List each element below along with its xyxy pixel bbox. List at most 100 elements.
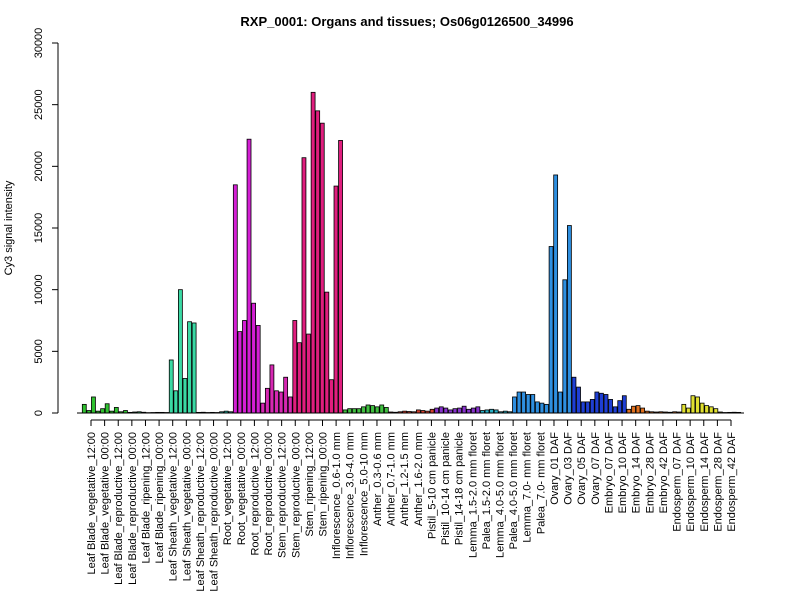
bar [283,376,289,414]
bar [626,408,632,414]
x-tick-label: Root_vegetative_00:00 [236,432,248,545]
x-tick-label: Endosperm_14 DAF [699,432,711,532]
bar [635,405,641,414]
bar [690,395,696,414]
y-tick-label: 5000 [33,339,45,363]
x-tick-label: Root_reproductive_12:00 [249,432,261,556]
bar [516,391,522,414]
bar [640,407,645,414]
bar [708,406,714,414]
x-tick-label: Leaf Blade_vegetative_12:00 [86,432,98,575]
bar [704,405,710,414]
bars-layer [81,91,742,414]
bar [191,322,197,414]
x-tick-label: Stem_reproductive_00:00 [290,432,302,558]
x-tick-label: Embryo_10 DAF [617,432,629,514]
bar [525,394,531,414]
x-tick-label: Leaf Sheath_vegetative_00:00 [181,432,193,581]
bar [580,401,586,414]
y-tick-label: 25000 [33,89,45,120]
bar [571,376,577,414]
x-tick-label: Palea_4.0-5.0 mm floret [508,432,520,549]
bar [489,408,494,414]
y-tick-label: 20000 [33,151,45,182]
bar [553,174,559,414]
x-tick-label: Anther_1.2-1.5 mm [399,432,411,526]
x-tick-label: Inflorescence_5.0-10 mm [358,432,370,556]
bar [287,396,293,414]
bar [443,407,449,414]
bar [544,403,549,414]
bar [182,378,188,414]
x-axis-ticks: Leaf Blade_vegetative_12:00 Leaf Blade_ve… [86,419,738,592]
bar [319,122,325,414]
bar [594,391,600,414]
bar [232,184,238,414]
bar [438,406,444,414]
bar [104,403,110,414]
bar [470,407,476,414]
x-tick-label: Leaf Sheath_reproductive_12:00 [195,432,207,592]
x-tick-label: Anther_0.7-1.0 mm [386,432,398,526]
bar [379,404,385,414]
x-tick-label: Endosperm_28 DAF [712,432,724,532]
bar [475,406,481,414]
bar [274,390,279,414]
bar [530,394,536,414]
bar [603,394,609,414]
bar [617,400,623,414]
bar [681,403,687,414]
bar [292,320,298,414]
x-tick-label: Stem_ripening_12:00 [304,432,316,537]
bar [562,279,568,414]
bar [713,408,719,414]
bar [434,407,440,414]
bar [374,406,380,414]
bar [356,408,362,414]
bar [310,91,316,414]
bar [91,396,96,414]
bar [347,408,353,414]
bar [351,408,357,414]
x-tick-label: Leaf Blade_reproductive_12:00 [113,432,125,585]
x-tick-label: Leaf Blade_vegetative_00:00 [100,432,112,575]
bar [686,407,691,414]
bar [608,399,613,414]
bar [383,407,389,414]
x-tick-label: Embryo_28 DAF [644,432,656,514]
bar [370,405,375,414]
x-tick-label: Palea_7.0- mm floret [535,432,547,534]
x-tick-label: Root_reproductive_00:00 [263,432,275,556]
bar [534,401,540,414]
bar [539,402,545,414]
bar [100,408,105,414]
bar [251,302,256,414]
bar [329,379,334,414]
x-tick-label: Embryo_07 DAF [603,432,615,514]
x-tick-label: Stem_ripening_00:00 [317,432,329,537]
y-tick-label: 10000 [33,274,45,305]
x-tick-label: Ovary_07 DAF [590,432,602,505]
x-tick-label: Palea_1.5-2.0 mm floret [481,432,493,549]
x-tick-label: Anther_0.3-0.6 mm [372,432,384,526]
y-axis-label: Cy3 signal intensity [3,180,15,275]
bar [269,364,275,414]
bar [178,289,183,414]
x-tick-label: Ovary_05 DAF [576,432,588,505]
y-tick-label: 0 [33,410,45,416]
bar [301,157,307,414]
bar [242,320,247,414]
bar [512,396,517,414]
x-tick-label: Inflorescence_0.6-1.0 mm [331,432,343,559]
x-tick-label: Endosperm_07 DAF [672,432,684,532]
bar [429,408,435,414]
y-tick-label: 30000 [33,28,45,59]
x-tick-label: Endosperm_42 DAF [726,432,738,532]
y-tick-label: 15000 [33,213,45,244]
bar [585,401,591,414]
x-tick-label: Pistil_14-18 cm panicle [454,432,466,545]
y-axis: 0 5000 10000 15000 20000 25000 30000 [33,28,59,416]
x-tick-label: Leaf Blade_ripening_12:00 [140,432,152,564]
bar [461,405,467,414]
bar [113,407,119,414]
